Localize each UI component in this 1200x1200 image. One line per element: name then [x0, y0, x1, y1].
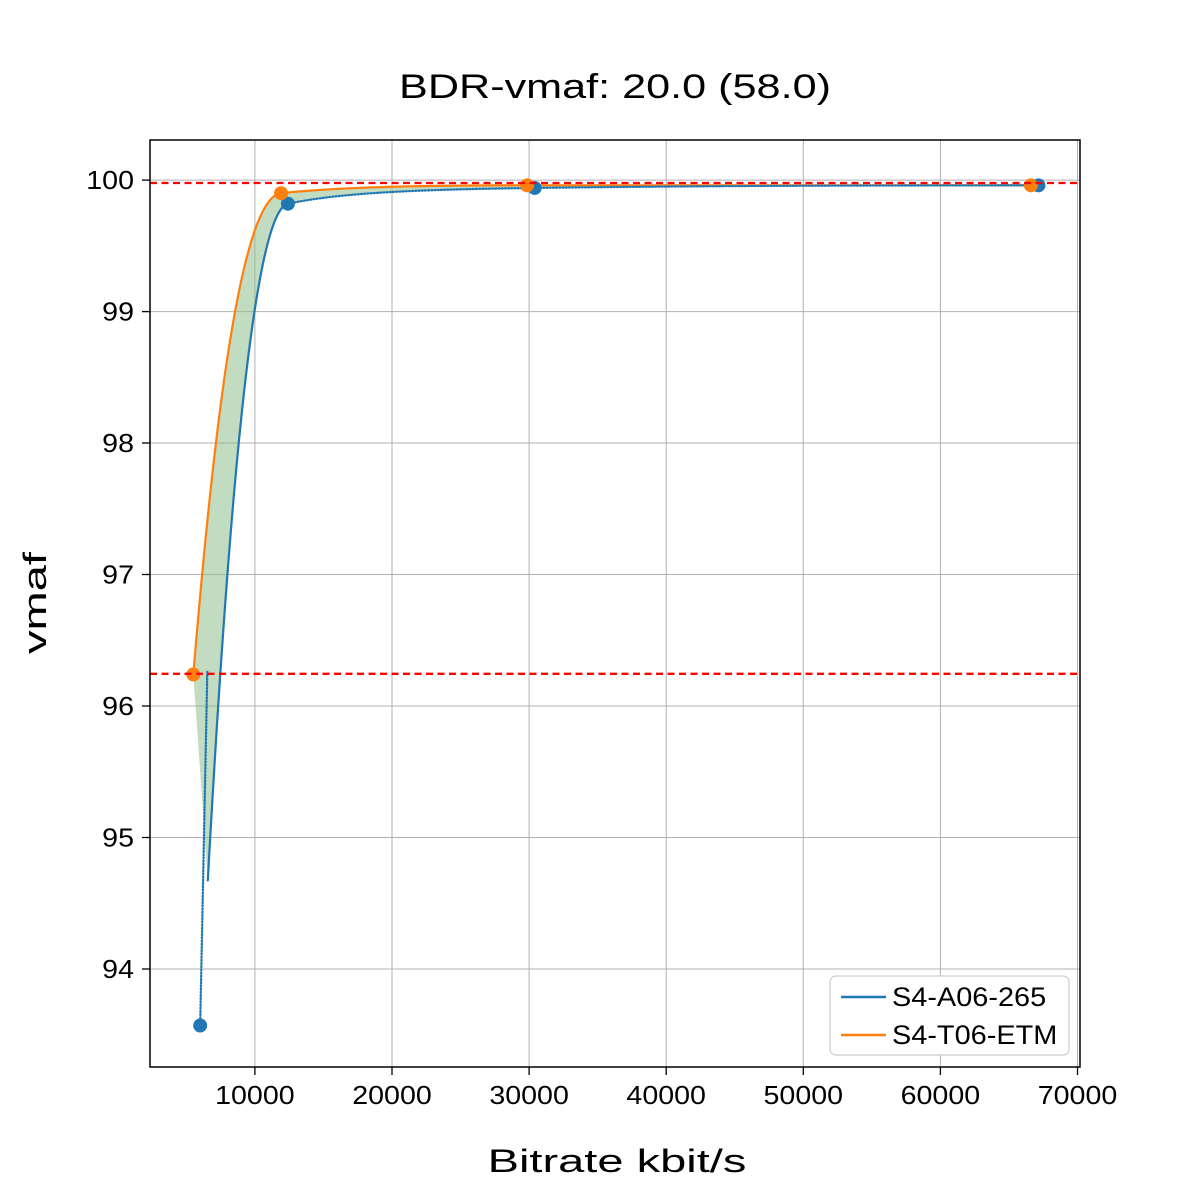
- svg-text:98: 98: [102, 428, 134, 457]
- svg-text:70000: 70000: [1038, 1080, 1118, 1109]
- svg-text:S4-T06-ETM: S4-T06-ETM: [892, 1020, 1057, 1050]
- svg-text:100: 100: [86, 165, 134, 194]
- svg-text:vmaf: vmaf: [17, 551, 53, 654]
- svg-text:BDR-vmaf: 20.0 (58.0): BDR-vmaf: 20.0 (58.0): [399, 68, 831, 106]
- svg-text:30000: 30000: [489, 1080, 569, 1109]
- svg-text:20000: 20000: [352, 1080, 432, 1109]
- svg-text:S4-A06-265: S4-A06-265: [892, 982, 1046, 1012]
- svg-text:Bitrate kbit/s: Bitrate kbit/s: [488, 1143, 747, 1179]
- svg-text:60000: 60000: [901, 1080, 981, 1109]
- svg-text:10000: 10000: [215, 1080, 295, 1109]
- svg-text:99: 99: [102, 297, 134, 326]
- svg-text:97: 97: [102, 560, 134, 589]
- svg-text:96: 96: [102, 691, 134, 720]
- svg-text:94: 94: [102, 954, 134, 983]
- svg-text:50000: 50000: [764, 1080, 844, 1109]
- svg-text:95: 95: [102, 823, 134, 852]
- svg-text:40000: 40000: [626, 1080, 706, 1109]
